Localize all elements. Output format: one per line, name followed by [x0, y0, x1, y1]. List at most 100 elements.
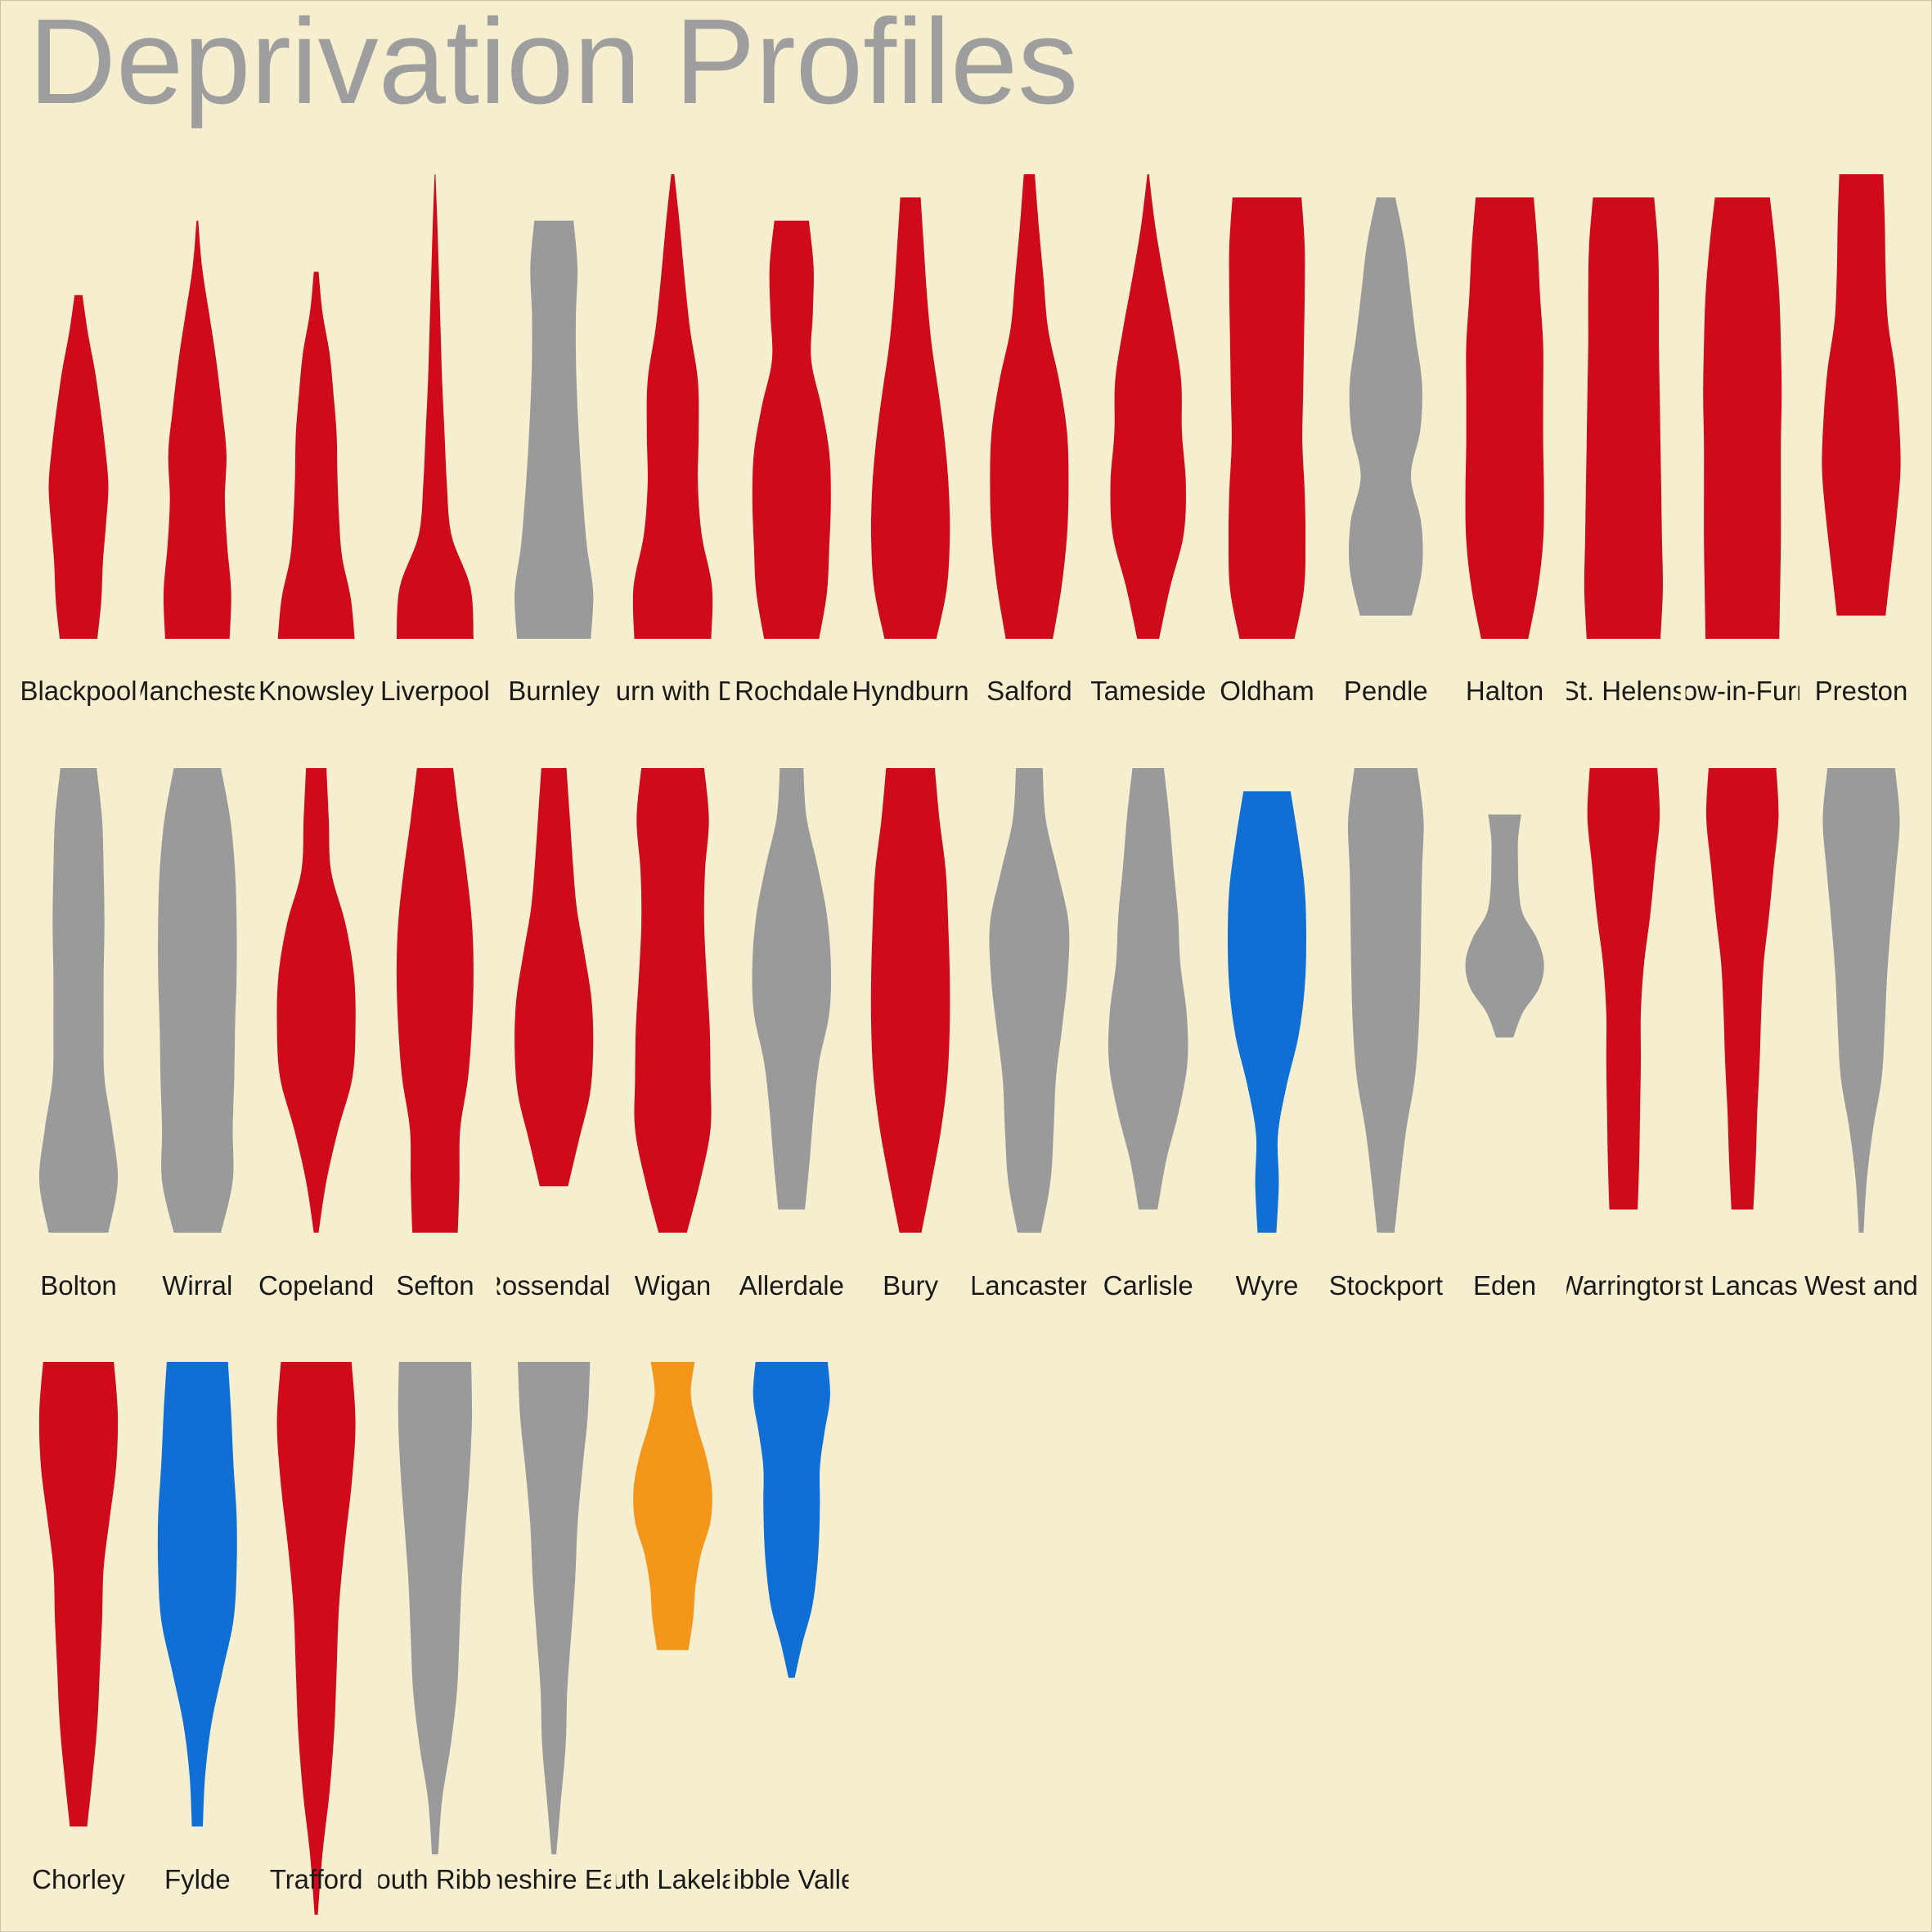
violin-label: Stockport: [1329, 1270, 1443, 1301]
violin-shape: [870, 197, 950, 639]
violin-shape: [752, 220, 831, 639]
violin-shape: [633, 1362, 712, 1651]
violin-shape: [276, 1362, 356, 1915]
violin-panel: Preston: [1815, 174, 1908, 706]
violin-label: Blackburn with Darwen: [535, 676, 811, 706]
violin-panel: Bolton: [38, 768, 119, 1301]
violin-label: Salford: [986, 676, 1072, 706]
violin-label: Lancaster: [970, 1270, 1089, 1301]
violin-label: Allerdale: [739, 1270, 844, 1301]
violin-label: Preston: [1815, 676, 1908, 706]
violin-label: Copeland: [258, 1270, 374, 1301]
violin-panel: Lancaster: [970, 768, 1089, 1301]
violin-shape: [157, 1362, 237, 1826]
violin-shape: [396, 174, 474, 639]
violin-panel: Barrow-in-Furness: [1631, 197, 1853, 706]
violin-shape: [1108, 768, 1188, 1210]
violin-label: Tameside: [1090, 676, 1206, 706]
violin-panel: Chorley: [32, 1362, 125, 1894]
violin-panel: Wyre: [1228, 791, 1306, 1301]
violin-shape: [518, 1362, 591, 1855]
violin-panel: Hyndburn: [854, 197, 968, 706]
violin-label: Burnley: [508, 676, 600, 706]
violin-panel: Bury: [870, 768, 950, 1301]
violin-label: South Lakeland: [579, 1864, 766, 1894]
violin-shape: [1110, 174, 1186, 639]
violin-label: Sefton: [396, 1270, 474, 1301]
violin-panel: St. Helens: [1561, 197, 1686, 706]
violin-panel: Warrington: [1558, 768, 1689, 1301]
violin-panel: Trafford: [270, 1362, 362, 1915]
violin-panel: Stockport: [1329, 768, 1443, 1301]
violin-label: West and: [1804, 1270, 1918, 1301]
chart-title: Deprivation Profiles: [29, 0, 1079, 129]
violin-shape: [1228, 791, 1306, 1233]
violin-label: South Ribble: [357, 1864, 512, 1894]
violin-shape: [990, 174, 1069, 639]
violin-shape: [396, 768, 474, 1233]
violin-panel: Sefton: [396, 768, 474, 1301]
violin-label: St. Helens: [1561, 676, 1686, 706]
violin-shape: [989, 768, 1070, 1233]
violin-shape: [277, 272, 355, 639]
violin-shape: [514, 768, 594, 1187]
violin-panel: West Lancashire: [1686, 768, 1799, 1301]
violin-shape: [1822, 174, 1901, 616]
violin-shape: [634, 768, 712, 1233]
violin-panel: Manchester: [127, 220, 267, 706]
violin-panel: Halton: [1465, 197, 1544, 706]
violin-label: Manchester: [127, 676, 267, 706]
violin-shape: [870, 768, 950, 1233]
violin-label: Carlisle: [1103, 1270, 1193, 1301]
violin-label: Warrington: [1558, 1270, 1689, 1301]
violin-shape: [48, 294, 109, 639]
violin-label: Oldham: [1220, 676, 1314, 706]
violin-shape: [163, 220, 231, 639]
violin-panel: Tameside: [1090, 174, 1206, 706]
violin-panel: Oldham: [1220, 197, 1314, 706]
violin-panel: Liverpool: [380, 174, 490, 706]
violin-panel: South Ribble: [357, 1362, 512, 1894]
violin-label: Halton: [1466, 676, 1543, 706]
violin-label: Cheshire East: [470, 1864, 639, 1894]
violin-panel: Pendle: [1344, 197, 1428, 706]
violin-label: Blackpool: [20, 676, 137, 706]
violin-shape: [1465, 197, 1544, 639]
violin-panel: Blackburn with Darwen: [535, 174, 811, 706]
violin-shape: [1348, 197, 1423, 616]
violin-label: Barrow-in-Furness: [1631, 676, 1853, 706]
violin-shape: [1703, 197, 1782, 639]
violin-panel: Ribble Valley: [714, 1362, 870, 1894]
violin-label: Liverpool: [380, 676, 490, 706]
violin-panel: Allerdale: [739, 768, 844, 1301]
violin-shape: [753, 1362, 830, 1678]
violin-panel: Salford: [986, 174, 1072, 706]
violin-shape: [1705, 768, 1779, 1210]
violin-panel: Rochdale: [735, 220, 849, 706]
violin-panel: Wirral: [158, 768, 237, 1301]
violin-shape: [752, 768, 832, 1210]
violin-panel: Cheshire East: [470, 1362, 639, 1894]
violin-shape: [398, 1362, 473, 1855]
violin-label: Fylde: [164, 1864, 231, 1894]
violin-label: Bolton: [40, 1270, 117, 1301]
violin-label: Wyre: [1236, 1270, 1299, 1301]
violin-panel: Eden: [1465, 814, 1544, 1301]
violin-panel: South Lakeland: [579, 1362, 766, 1894]
violin-panel: Fylde: [157, 1362, 237, 1894]
violin-shape: [1822, 768, 1900, 1233]
violin-label: Pendle: [1344, 676, 1428, 706]
violin-label: Ribble Valley: [714, 1864, 870, 1894]
violin-panel: Wigan: [634, 768, 712, 1301]
violin-label: Chorley: [32, 1864, 125, 1894]
violin-shape: [38, 1362, 119, 1826]
violin-shape: [1228, 197, 1306, 639]
violin-shape: [1465, 814, 1544, 1038]
violin-panel: West and: [1804, 768, 1918, 1301]
violin-label: Rochdale: [735, 676, 848, 706]
violin-panel: Burnley: [508, 220, 600, 706]
violin-label: Knowsley: [258, 676, 375, 706]
violin-label: Wirral: [162, 1270, 232, 1301]
